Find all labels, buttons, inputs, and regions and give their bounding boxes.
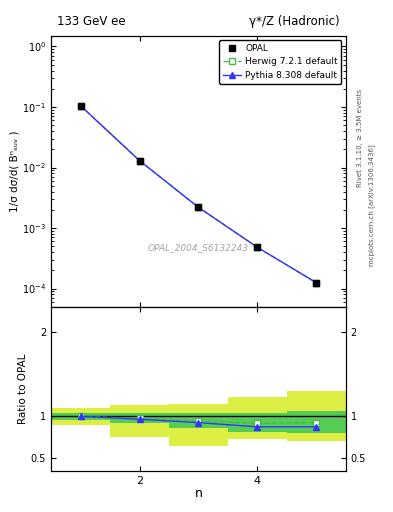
Y-axis label: Ratio to OPAL: Ratio to OPAL — [18, 354, 28, 424]
X-axis label: n: n — [195, 487, 202, 500]
Text: mcplots.cern.ch [arXiv:1306.3436]: mcplots.cern.ch [arXiv:1306.3436] — [368, 144, 375, 266]
Text: γ*/Z (Hadronic): γ*/Z (Hadronic) — [249, 15, 340, 28]
Y-axis label: 1/σ dσ/d( Bⁿₛᵤᵥ ): 1/σ dσ/d( Bⁿₛᵤᵥ ) — [9, 131, 19, 212]
Legend: OPAL, Herwig 7.2.1 default, Pythia 8.308 default: OPAL, Herwig 7.2.1 default, Pythia 8.308… — [219, 40, 342, 83]
Text: OPAL_2004_S6132243: OPAL_2004_S6132243 — [148, 243, 249, 252]
Text: 133 GeV ee: 133 GeV ee — [57, 15, 126, 28]
Text: Rivet 3.1.10, ≥ 3.5M events: Rivet 3.1.10, ≥ 3.5M events — [356, 89, 363, 187]
